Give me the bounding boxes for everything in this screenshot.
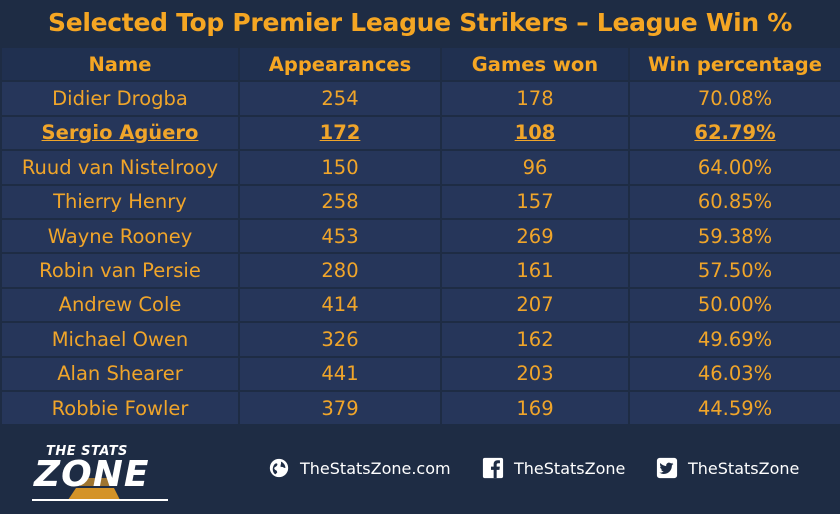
cell-appearances: 254: [238, 80, 442, 117]
table-row: Ruud van Nistelrooy 150 96 64.00%: [0, 149, 840, 186]
cell-appearances: 280: [238, 252, 442, 289]
table-row: Sergio Agüero 172 108 62.79%: [0, 114, 840, 152]
table-row: Robbie Fowler 379 169 44.59%: [0, 389, 840, 427]
cell-name: Wayne Rooney: [0, 217, 240, 255]
cell-name: Andrew Cole: [0, 286, 240, 324]
cell-win-percentage: 70.08%: [628, 80, 840, 117]
column-header-appearances: Appearances: [238, 45, 442, 83]
website-label: TheStatsZone.com: [300, 458, 451, 478]
cell-appearances: 258: [238, 183, 442, 220]
cell-name: Robin van Persie: [0, 252, 240, 289]
cell-name: Robbie Fowler: [0, 389, 240, 427]
chart-title: Selected Top Premier League Strikers – L…: [47, 8, 793, 37]
logo-text-main: ZONE: [34, 454, 150, 495]
cell-name: Didier Drogba: [0, 80, 240, 117]
cell-win-percentage: 49.69%: [628, 321, 840, 358]
cell-games-won: 96: [440, 149, 630, 186]
cell-appearances: 172: [238, 114, 442, 152]
cell-win-percentage: 62.79%: [628, 114, 840, 152]
twitter-icon: [656, 457, 678, 479]
cell-name: Sergio Agüero: [0, 114, 240, 152]
cell-name: Thierry Henry: [0, 183, 240, 220]
column-header-name: Name: [0, 45, 240, 83]
stats-zone-logo: THE STATS ZONE: [28, 440, 178, 504]
cell-games-won: 161: [440, 252, 630, 289]
cell-win-percentage: 57.50%: [628, 252, 840, 289]
cell-games-won: 207: [440, 286, 630, 324]
column-header-win-percentage: Win percentage: [628, 45, 840, 83]
cell-games-won: 178: [440, 80, 630, 117]
globe-icon: [269, 458, 289, 478]
cell-win-percentage: 59.38%: [628, 217, 840, 255]
table-body: Didier Drogba 254 178 70.08% Sergio Agüero 17…: [0, 80, 840, 427]
table-header-row: Name Appearances Games won Win percentag…: [0, 45, 840, 83]
stats-table: Name Appearances Games won Win percentag…: [0, 45, 840, 427]
cell-games-won: 203: [440, 355, 630, 392]
table-row: Robin van Persie 280 161 57.50%: [0, 252, 840, 289]
cell-appearances: 414: [238, 286, 442, 324]
cell-appearances: 150: [238, 149, 442, 186]
cell-name: Alan Shearer: [0, 355, 240, 392]
facebook-label: TheStatsZone: [514, 458, 626, 478]
cell-win-percentage: 64.00%: [628, 149, 840, 186]
table-row: Alan Shearer 441 203 46.03%: [0, 355, 840, 392]
column-header-games-won: Games won: [440, 45, 630, 83]
twitter-link[interactable]: TheStatsZone: [656, 456, 799, 480]
cell-win-percentage: 44.59%: [628, 389, 840, 427]
cell-name: Ruud van Nistelrooy: [0, 149, 240, 186]
table-row: Wayne Rooney 453 269 59.38%: [0, 217, 840, 255]
cell-name: Michael Owen: [0, 321, 240, 358]
cell-appearances: 453: [238, 217, 442, 255]
logo-graphic: [32, 478, 168, 501]
cell-games-won: 169: [440, 389, 630, 427]
footer: THE STATS ZONE TheStatsZone.com TheStats…: [0, 426, 840, 514]
table-row: Andrew Cole 414 207 50.00%: [0, 286, 840, 324]
facebook-icon: [482, 457, 504, 479]
facebook-link[interactable]: TheStatsZone: [482, 456, 625, 480]
cell-games-won: 108: [440, 114, 630, 152]
cell-win-percentage: 60.85%: [628, 183, 840, 220]
cell-win-percentage: 46.03%: [628, 355, 840, 392]
table-row: Didier Drogba 254 178 70.08%: [0, 80, 840, 117]
cell-games-won: 162: [440, 321, 630, 358]
twitter-label: TheStatsZone: [688, 458, 800, 478]
cell-games-won: 269: [440, 217, 630, 255]
cell-win-percentage: 50.00%: [628, 286, 840, 324]
cell-games-won: 157: [440, 183, 630, 220]
cell-appearances: 441: [238, 355, 442, 392]
table-row: Thierry Henry 258 157 60.85%: [0, 183, 840, 220]
logo-text-top: THE STATS: [46, 444, 128, 459]
cell-appearances: 326: [238, 321, 442, 358]
cell-appearances: 379: [238, 389, 442, 427]
table-row: Michael Owen 326 162 49.69%: [0, 321, 840, 358]
website-link[interactable]: TheStatsZone.com: [268, 456, 451, 480]
